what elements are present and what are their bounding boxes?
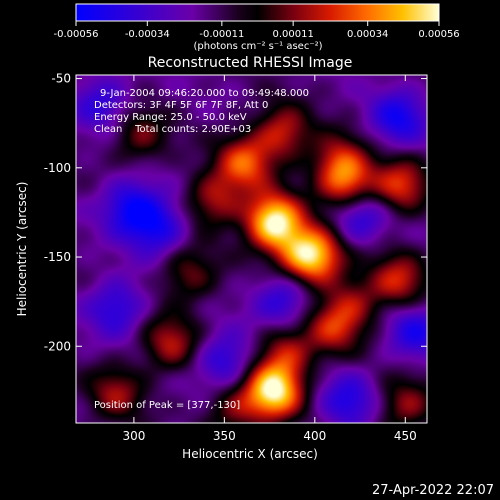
colorbar-ticks: -0.00056 -0.00034 -0.00011 0.00011 0.00034 0.… bbox=[54, 21, 460, 40]
heatmap-plot-area bbox=[75, 74, 428, 424]
x-tick-label: 300 bbox=[122, 429, 145, 443]
colorbar-tick-label: -0.00011 bbox=[199, 29, 244, 40]
colorbar: -0.00056 -0.00034 -0.00011 0.00011 0.00034 0.… bbox=[54, 3, 460, 52]
y-tick-label: -200 bbox=[44, 339, 71, 353]
colorbar-tick-label: 0.00034 bbox=[347, 29, 388, 40]
annotation-detectors: Detectors: 3F 4F 5F 6F 7F 8F, Att 0 bbox=[94, 100, 268, 111]
peak-position-label: Position of Peak = [377,-130] bbox=[94, 400, 240, 411]
observation-info: 9-Jan-2004 09:46:20.000 to 09:49:48.000 … bbox=[94, 88, 309, 135]
x-tick-label: 450 bbox=[394, 429, 417, 443]
x-axis: 300 350 400 450 bbox=[122, 75, 417, 443]
plot-frame bbox=[75, 74, 428, 424]
annotation-energy-range: Energy Range: 25.0 - 50.0 keV bbox=[94, 112, 247, 123]
annotation-clean-counts: Clean Total counts: 2.90E+03 bbox=[94, 124, 251, 135]
y-tick-label: -50 bbox=[51, 72, 71, 86]
y-axis-label: Heliocentric Y (arcsec) bbox=[15, 182, 29, 317]
chart-title: Reconstructed RHESSI Image bbox=[148, 55, 353, 71]
colorbar-tick-label: 0.00011 bbox=[272, 29, 313, 40]
colorbar-gradient bbox=[75, 3, 440, 22]
y-tick-label: -100 bbox=[44, 161, 71, 175]
x-axis-label: Heliocentric X (arcsec) bbox=[182, 447, 318, 461]
x-tick-label: 350 bbox=[213, 429, 236, 443]
x-tick-label: 400 bbox=[303, 429, 326, 443]
colorbar-unit-label: (photons cm⁻² s⁻¹ asec⁻²) bbox=[193, 41, 322, 52]
colorbar-tick-label: -0.00034 bbox=[125, 29, 170, 40]
heatmap-image bbox=[76, 75, 427, 423]
y-tick-label: -150 bbox=[44, 250, 71, 264]
colorbar-tick-label: -0.00056 bbox=[54, 29, 99, 40]
footer-timestamp: 27-Apr-2022 22:07 bbox=[372, 483, 494, 498]
annotation-time-range: 9-Jan-2004 09:46:20.000 to 09:49:48.000 bbox=[100, 88, 309, 99]
y-axis: -50 -100 -150 -200 bbox=[44, 72, 427, 353]
colorbar-tick-label: 0.00056 bbox=[418, 29, 459, 40]
